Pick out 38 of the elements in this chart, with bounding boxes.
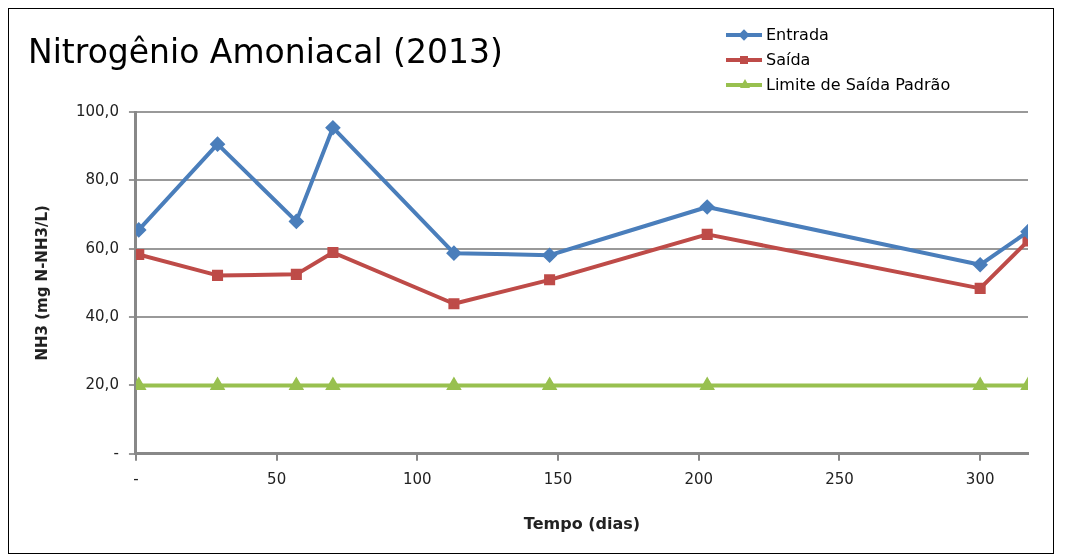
y-tick-label: 100,0 [75,101,119,120]
point [544,274,556,286]
y-tick-label: 80,0 [85,170,119,189]
point [327,246,339,259]
point [973,378,987,390]
point [212,269,224,281]
legend-label: Saída [766,50,811,69]
legend-label: Limite de Saída Padrão [766,75,951,94]
x-tick-label: 100 [403,469,432,488]
x-tick-label: 50 [267,469,287,488]
x-axis-title: Tempo (dias) [523,513,641,533]
point [448,298,460,310]
point [700,378,714,390]
point [973,257,988,272]
point [135,249,145,261]
y-tick-label: 40,0 [85,306,119,325]
chart-title: Nitrogênio Amoniacal (2013) [28,32,503,71]
point [700,200,715,215]
point [974,282,986,294]
point [701,228,713,240]
point [289,214,304,229]
point [210,137,225,152]
y-tick-label: - [113,443,119,462]
point [326,378,340,390]
x-tick-label: 200 [684,469,714,488]
x-tick-label: 300 [965,469,995,488]
x-tick-label: 150 [543,469,573,488]
y-axis-title: NH3 (mg N-NH3/L) [32,205,51,361]
y-tick-label: 60,0 [85,238,119,257]
point [542,248,557,263]
y-tick-label: 20,0 [85,375,119,394]
point [290,268,302,280]
x-tick-label: 250 [825,469,854,488]
point [447,378,461,390]
x-tick-label: - [133,469,139,488]
point [325,120,340,135]
legend-label: Entrada [766,25,829,44]
point [446,246,461,261]
